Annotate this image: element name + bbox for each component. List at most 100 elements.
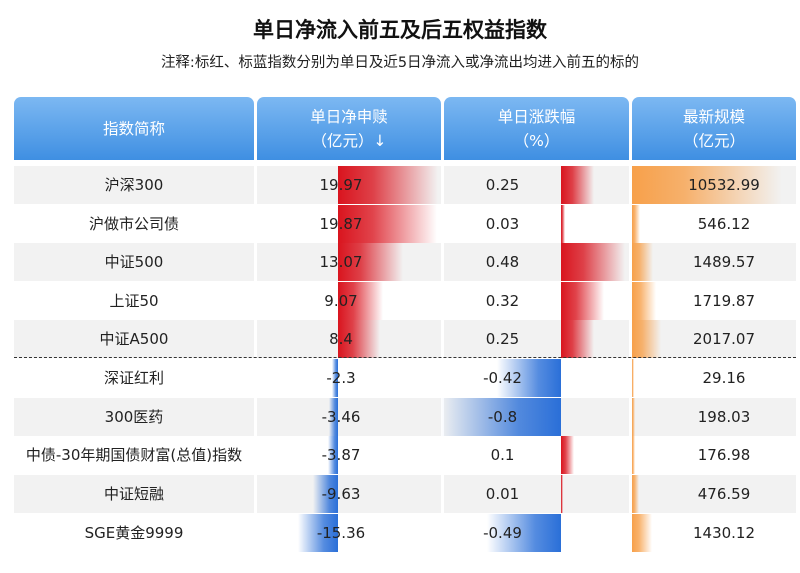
flow-bar (327, 436, 338, 474)
cell-background (14, 243, 254, 281)
header-scale-line2: （亿元） (682, 131, 745, 150)
change-bar (561, 475, 563, 513)
cell-background (257, 398, 441, 436)
table-row: SGE黄金9999 -15.36 -0.49 1430.12 (0, 514, 800, 552)
flow-value: -3.87 (321, 446, 361, 464)
cell-background (444, 166, 629, 204)
scale-bar (632, 282, 657, 320)
scale-bar (632, 436, 635, 474)
scale-value: 546.12 (697, 215, 751, 233)
index-name: SGE黄金9999 (84, 524, 184, 542)
scale-bar (632, 398, 635, 436)
scale-value: 2017.07 (692, 330, 756, 348)
index-name: 上证50 (109, 292, 159, 310)
change-value: 0.25 (485, 330, 520, 348)
scale-value: 1719.87 (692, 292, 756, 310)
change-value: 0.01 (485, 485, 520, 503)
flow-bar (328, 398, 338, 436)
change-value: -0.8 (487, 408, 518, 426)
index-name: 中债-30年期国债财富(总值)指数 (25, 446, 243, 464)
flow-bar (338, 243, 404, 281)
flow-bar (338, 166, 438, 204)
scale-bar (632, 320, 661, 358)
index-name: 深证红利 (103, 369, 164, 387)
table-row: 中证A500 8.4 0.25 2017.07 (0, 320, 800, 358)
cell-background (14, 166, 254, 204)
scale-bar (632, 514, 653, 552)
header-scale-line1: 最新规模 (682, 107, 745, 126)
table-row: 上证50 9.07 0.32 1719.87 (0, 282, 800, 320)
change-value: 0.03 (485, 215, 520, 233)
flow-value: -2.3 (326, 369, 356, 387)
flow-value: 19.87 (319, 215, 363, 233)
flow-bar (338, 320, 381, 358)
change-bar (561, 282, 604, 320)
change-value: 0.32 (485, 292, 520, 310)
flow-value: 8.4 (329, 330, 353, 348)
flow-value: 13.07 (319, 253, 363, 271)
header-flow-line1: 单日净申赎 (310, 107, 388, 126)
change-bar (561, 436, 575, 474)
flow-value: -15.36 (316, 524, 366, 542)
header-change: 单日涨跌幅 （%） (444, 97, 629, 160)
scale-bar (632, 359, 634, 397)
chart-title: 单日净流入前五及后五权益指数 (253, 18, 547, 42)
scale-value: 10532.99 (688, 176, 760, 194)
table-row: 中证500 13.07 0.48 1489.57 (0, 243, 800, 281)
header-change-line1: 单日涨跌幅 (497, 107, 576, 126)
index-name: 沪做市公司债 (88, 215, 179, 233)
change-bar (561, 243, 625, 281)
change-bar (486, 514, 561, 552)
scale-bar (632, 205, 640, 243)
flow-value: 9.07 (324, 292, 358, 310)
scale-value: 176.98 (697, 446, 751, 464)
scale-value: 1489.57 (692, 253, 756, 271)
scale-bar (632, 166, 782, 204)
cell-background (14, 320, 254, 358)
index-name: 300医药 (104, 408, 164, 426)
index-name: 中证500 (104, 253, 164, 271)
header-flow: 单日净申赎 （亿元）↓ (257, 97, 441, 160)
table-row: 沪深300 19.97 0.25 10532.99 (0, 166, 800, 204)
header-name-label: 指数简称 (102, 119, 165, 138)
cell-background (632, 243, 796, 281)
cell-background (444, 320, 629, 358)
cell-background (257, 475, 441, 513)
scale-value: 1430.12 (692, 524, 756, 542)
scale-bar (632, 475, 639, 513)
flow-bar (338, 205, 438, 243)
flow-value: 19.97 (319, 176, 363, 194)
table-row: 中证短融 -9.63 0.01 476.59 (0, 475, 800, 513)
flow-value: -3.46 (321, 408, 361, 426)
table-row: 沪做市公司债 19.87 0.03 546.12 (0, 205, 800, 243)
change-value: -0.49 (483, 524, 522, 542)
change-bar (561, 166, 595, 204)
index-name: 沪深300 (104, 176, 164, 194)
index-name: 中证短融 (103, 485, 164, 503)
index-name: 中证A500 (99, 330, 169, 348)
header-change-line2: （%） (513, 131, 560, 150)
header-name: 指数简称 (14, 97, 254, 160)
flow-value: -9.63 (321, 485, 361, 503)
chart-subtitle: 注释:标红、标蓝指数分别为单日及近5日净流入或净流出均进入前五的标的 (160, 55, 640, 71)
cell-background (14, 475, 254, 513)
flow-bar (332, 359, 338, 397)
scale-value: 476.59 (697, 485, 751, 503)
scale-value: 29.16 (702, 369, 746, 387)
change-bar (561, 205, 565, 243)
change-value: 0.25 (485, 176, 520, 194)
cell-background (14, 398, 254, 436)
change-value: 0.1 (490, 446, 515, 464)
top-bottom-divider (14, 357, 796, 358)
scale-bar (632, 243, 654, 281)
flow-bar (338, 282, 384, 320)
table-row: 300医药 -3.46 -0.8 198.03 (0, 398, 800, 436)
scale-value: 198.03 (697, 408, 751, 426)
cell-background (444, 475, 629, 513)
table-row: 深证红利 -2.3 -0.42 29.16 (0, 359, 800, 397)
header-scale: 最新规模 （亿元） (632, 97, 796, 160)
cell-background (632, 475, 796, 513)
flow-bar (298, 514, 338, 552)
change-bar (497, 359, 561, 397)
change-bar (561, 320, 595, 358)
